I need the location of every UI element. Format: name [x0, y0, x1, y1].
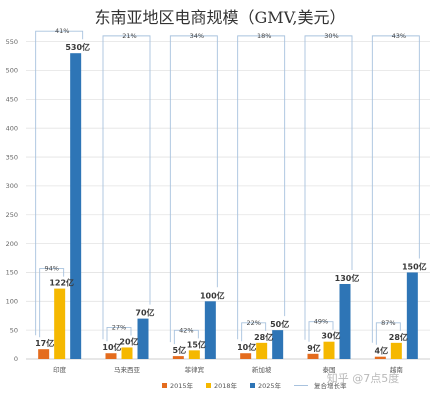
data-label: 28亿 — [254, 332, 273, 342]
bar — [374, 356, 386, 359]
growth-bracket-inner — [241, 322, 267, 342]
bar — [70, 53, 82, 359]
growth-brackets: 41% 94% 21% 27% 34% 42% 18% 22% 30% 49% 43% 87% — [35, 27, 420, 345]
y-tick-label: 50 — [10, 326, 18, 334]
data-label: 5亿 — [173, 345, 187, 355]
bar — [105, 353, 117, 359]
category-labels: 印度 马来西亚 菲律宾 新加坡 泰国 越南 — [53, 365, 403, 374]
growth-label-2015-2025: 34% — [190, 32, 204, 40]
category-label: 马来西亚 — [114, 366, 141, 374]
growth-label-2015-2018: 94% — [44, 265, 58, 273]
bar — [204, 301, 216, 359]
data-label: 150亿 — [402, 261, 427, 271]
growth-bracket-inner — [173, 329, 199, 345]
growth-bracket-outer — [237, 35, 286, 340]
category-label: 菲律宾 — [185, 365, 205, 374]
y-tick-label: 150 — [6, 269, 18, 277]
y-tick-label: 450 — [6, 96, 18, 104]
data-label: 50亿 — [270, 319, 289, 329]
bar — [121, 347, 133, 359]
legend-label: 复合增长率 — [314, 381, 347, 390]
bar — [406, 272, 418, 359]
growth-bracket-outer — [102, 35, 151, 340]
bar — [307, 353, 319, 359]
growth-label-2015-2018: 27% — [112, 323, 126, 331]
data-label: 70亿 — [135, 308, 154, 318]
growth-label-2015-2025: 30% — [324, 32, 338, 40]
data-label: 122亿 — [49, 278, 74, 288]
data-label: 130亿 — [335, 273, 360, 283]
legend-swatch — [162, 383, 167, 388]
gridlines — [26, 41, 430, 360]
growth-label-2015-2025: 41% — [55, 27, 69, 35]
y-tick-label: 350 — [6, 153, 18, 161]
bar — [172, 356, 184, 359]
y-tick-label: 500 — [6, 67, 18, 75]
data-label: 9亿 — [307, 343, 321, 353]
growth-bracket-outer — [169, 35, 218, 343]
bar — [256, 342, 268, 359]
y-axis-ticks: 0 50 100 150 200 250 300 350 400 450 500 550 — [6, 38, 18, 363]
growth-bracket-inner — [308, 321, 334, 342]
category-label: 新加坡 — [252, 365, 272, 374]
bar — [137, 318, 149, 359]
bar — [272, 330, 284, 359]
legend-label: 2018年 — [214, 381, 238, 390]
bars — [38, 53, 418, 359]
growth-label-2015-2025: 43% — [392, 32, 406, 40]
legend: 2015年 2018年 2025年 复合增长率 — [162, 381, 347, 390]
growth-bracket-inner — [106, 327, 132, 342]
growth-label-2015-2025: 18% — [257, 32, 271, 40]
bar — [390, 342, 402, 359]
growth-bracket-inner — [375, 322, 401, 345]
bar — [323, 341, 335, 359]
legend-label: 2015年 — [170, 381, 194, 390]
growth-bracket-outer — [35, 30, 84, 336]
y-tick-label: 250 — [6, 211, 18, 219]
y-tick-label: 200 — [6, 240, 18, 248]
growth-label-2015-2018: 87% — [381, 319, 395, 327]
category-label: 越南 — [390, 365, 404, 374]
category-label: 泰国 — [323, 365, 336, 374]
data-label: 10亿 — [102, 342, 121, 352]
data-label: 100亿 — [200, 290, 225, 300]
growth-bracket-inner — [39, 268, 65, 338]
data-label: 17亿 — [35, 338, 54, 348]
data-label: 4亿 — [375, 346, 389, 356]
bar — [54, 288, 66, 359]
y-tick-label: 100 — [6, 298, 18, 306]
chart-title: 东南亚地区电商规模（GMV,美元） — [94, 8, 345, 27]
data-label: 20亿 — [119, 336, 138, 346]
bar — [188, 350, 200, 359]
legend-swatch — [206, 383, 211, 388]
data-label: 30亿 — [321, 331, 340, 341]
category-label: 印度 — [53, 365, 67, 374]
watermark: 知乎 @7点5度 — [327, 371, 400, 385]
legend-swatch — [250, 383, 255, 388]
y-tick-label: 0 — [14, 355, 18, 363]
growth-label-2015-2018: 49% — [314, 318, 328, 326]
bar — [339, 283, 351, 359]
data-label: 28亿 — [389, 332, 408, 342]
data-labels: 17亿122亿530亿10亿20亿70亿5亿15亿100亿10亿28亿50亿9亿… — [35, 42, 427, 355]
growth-label-2015-2018: 22% — [246, 319, 260, 327]
y-tick-label: 300 — [6, 182, 18, 190]
growth-bracket-outer — [371, 35, 420, 343]
data-label: 15亿 — [187, 339, 206, 349]
y-tick-label: 550 — [6, 38, 18, 46]
y-tick-label: 400 — [6, 124, 18, 132]
bar — [240, 353, 252, 359]
growth-label-2015-2025: 21% — [122, 32, 136, 40]
growth-bracket-outer — [304, 35, 353, 340]
data-label: 530亿 — [65, 42, 90, 52]
growth-label-2015-2018: 42% — [179, 326, 193, 334]
data-label: 10亿 — [237, 342, 256, 352]
bar — [38, 349, 50, 359]
legend-label: 2025年 — [258, 381, 282, 390]
